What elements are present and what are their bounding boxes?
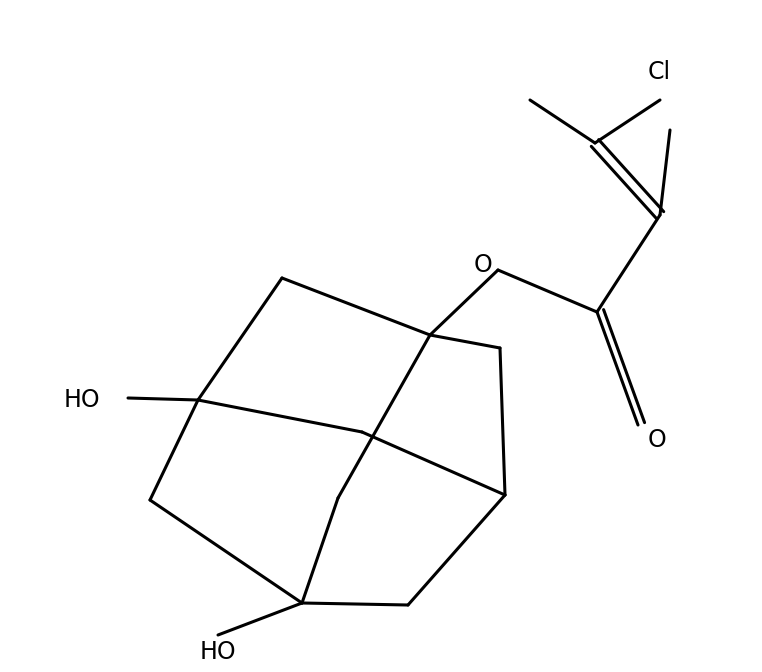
Text: HO: HO (63, 388, 100, 412)
Text: O: O (474, 253, 492, 277)
Text: Cl: Cl (648, 60, 671, 84)
Text: HO: HO (200, 640, 236, 664)
Text: O: O (648, 428, 667, 452)
